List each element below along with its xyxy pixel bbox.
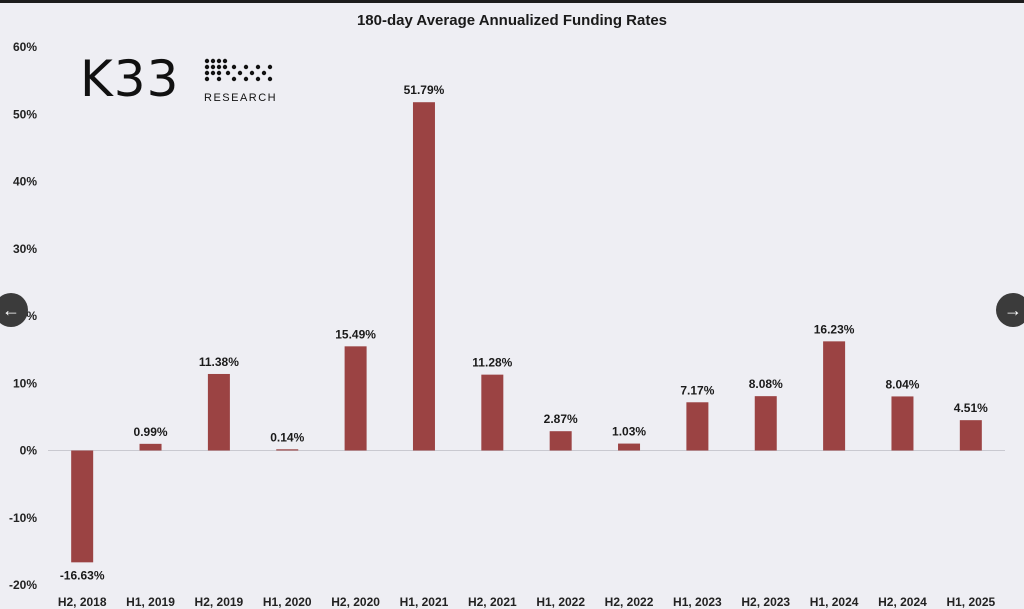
bar <box>276 449 299 451</box>
bar <box>139 443 162 451</box>
x-tick-label: H2, 2022 <box>605 595 654 609</box>
logo-subtitle: RESEARCH <box>204 92 278 104</box>
data-label: 2.87% <box>544 412 578 426</box>
bar <box>686 402 709 451</box>
y-tick-label: 10% <box>13 376 37 390</box>
bar <box>549 431 572 451</box>
y-tick-label: 0% <box>20 444 38 458</box>
y-tick-label: -20% <box>9 578 37 592</box>
arrow-right-icon: → <box>1004 300 1022 320</box>
data-label: 1.03% <box>612 425 646 439</box>
x-tick-label: H2, 2019 <box>195 595 244 609</box>
data-label: -16.63% <box>60 568 105 582</box>
logo-dots-icon <box>204 58 273 82</box>
bar <box>344 346 367 451</box>
x-tick-label: H1, 2025 <box>946 595 995 609</box>
x-tick-label: H1, 2019 <box>126 595 175 609</box>
bar <box>754 396 777 451</box>
bar <box>618 443 641 451</box>
y-tick-label: 50% <box>13 107 37 121</box>
data-label: 51.79% <box>404 83 445 97</box>
bar <box>207 373 230 451</box>
x-tick-label: H1, 2020 <box>263 595 312 609</box>
x-tick-label: H2, 2021 <box>468 595 517 609</box>
x-tick-label: H1, 2022 <box>536 595 585 609</box>
data-label: 15.49% <box>335 327 376 341</box>
data-label: 4.51% <box>954 401 988 415</box>
y-tick-label: -10% <box>9 511 37 525</box>
arrow-left-icon: ← <box>2 300 20 320</box>
data-label: 7.17% <box>680 383 714 397</box>
y-tick-label: 30% <box>13 242 37 256</box>
x-tick-label: H2, 2023 <box>741 595 790 609</box>
next-slide-button[interactable]: → <box>996 293 1024 327</box>
bar <box>823 341 846 451</box>
y-tick-label: 40% <box>13 175 37 189</box>
bar <box>412 102 435 451</box>
chart-title: 180-day Average Annualized Funding Rates <box>356 12 668 29</box>
bar <box>71 450 94 563</box>
bar <box>959 420 982 451</box>
data-label: 0.99% <box>134 425 168 439</box>
x-tick-label: H1, 2021 <box>400 595 449 609</box>
k33-logo: K33 RESEARCH <box>80 50 280 110</box>
data-label: 0.14% <box>270 431 304 445</box>
x-tick-label: H2, 2020 <box>331 595 380 609</box>
bar <box>481 374 504 451</box>
logo-wordmark: K33 <box>80 50 180 108</box>
bar <box>891 396 914 451</box>
previous-slide-button[interactable]: ← <box>0 293 28 327</box>
x-tick-label: H2, 2024 <box>878 595 927 609</box>
x-tick-label: H1, 2024 <box>810 595 859 609</box>
y-tick-label: 60% <box>13 40 37 54</box>
x-tick-label: H1, 2023 <box>673 595 722 609</box>
data-label: 16.23% <box>814 322 855 336</box>
data-label: 11.28% <box>472 356 512 370</box>
data-label: 8.04% <box>885 377 919 391</box>
data-label: 11.38% <box>199 355 239 369</box>
data-label: 8.08% <box>749 377 783 391</box>
x-tick-label: H2, 2018 <box>58 595 107 609</box>
